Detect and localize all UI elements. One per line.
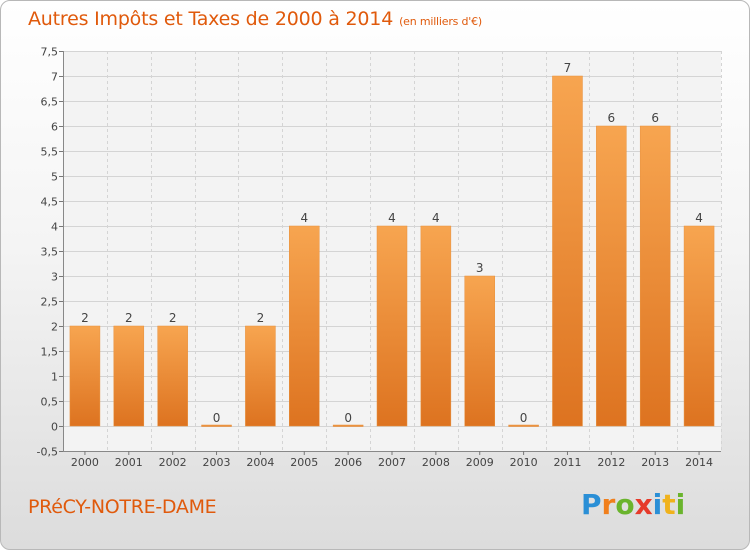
- bar: [508, 424, 539, 427]
- data-label: 2: [125, 311, 133, 325]
- bar: [420, 225, 452, 427]
- x-tick-label: 2006: [334, 456, 362, 469]
- commune-name: PRéCY-NOTRE-DAME: [28, 496, 217, 518]
- data-label: 2: [257, 311, 265, 325]
- bar: [464, 275, 495, 427]
- logo-letter: x: [634, 488, 653, 521]
- y-tick-label: 3,5: [41, 246, 59, 259]
- data-label: 4: [300, 211, 308, 225]
- x-tick-label: 2004: [246, 456, 274, 469]
- bar: [157, 325, 188, 427]
- data-label: 0: [520, 411, 528, 425]
- bar: [332, 424, 364, 427]
- y-tick-label: 0,5: [41, 396, 59, 409]
- x-tick-label: 2002: [159, 456, 187, 469]
- logo-letter: t: [662, 488, 676, 521]
- data-label: 4: [695, 211, 703, 225]
- bar: [245, 325, 276, 427]
- bar: [289, 225, 320, 427]
- x-tick-label: 2014: [685, 456, 713, 469]
- bar: [683, 225, 715, 427]
- bar: [596, 125, 627, 427]
- bar: [69, 325, 101, 427]
- data-label: 6: [651, 111, 659, 125]
- bar: [113, 325, 145, 427]
- x-tick-label: 2010: [510, 456, 538, 469]
- x-tick-label: 2009: [466, 456, 494, 469]
- data-label: 2: [169, 311, 177, 325]
- data-label: 4: [388, 211, 396, 225]
- bar: [201, 424, 232, 427]
- y-tick-label: 5: [51, 171, 58, 184]
- data-label: 7: [564, 61, 572, 75]
- x-tick-label: 2013: [641, 456, 669, 469]
- y-tick-label: 4: [51, 221, 58, 234]
- chart-unit: (en milliers d'€): [399, 15, 482, 28]
- chart-title-text: Autres Impôts et Taxes de 2000 à 2014: [28, 8, 394, 30]
- bar: [552, 75, 583, 427]
- proxiti-logo: Proxiti: [581, 488, 685, 521]
- y-tick-label: 3: [51, 271, 58, 284]
- data-label: 0: [213, 411, 221, 425]
- logo-letter: P: [581, 488, 602, 521]
- y-tick-label: 7: [51, 71, 58, 84]
- y-tick-label: 6: [51, 121, 58, 134]
- data-label: 4: [432, 211, 440, 225]
- data-label: 2: [81, 311, 89, 325]
- y-tick-label: 2,5: [41, 296, 59, 309]
- chart-title: Autres Impôts et Taxes de 2000 à 2014 (en…: [28, 8, 482, 30]
- y-tick-label: 2: [51, 321, 58, 334]
- y-tick-label: 1,5: [41, 346, 59, 359]
- y-tick-label: 1: [51, 371, 58, 384]
- logo-letter: o: [615, 488, 635, 521]
- bar: [376, 225, 408, 427]
- y-tick-label: 5,5: [41, 146, 59, 159]
- y-tick-label: -0,5: [37, 446, 58, 459]
- x-tick-label: 2000: [71, 456, 99, 469]
- x-tick-label: 2008: [422, 456, 450, 469]
- x-tick-label: 2005: [290, 456, 318, 469]
- bar: [639, 125, 671, 427]
- logo-letter: i: [652, 488, 663, 521]
- logo-letter: i: [675, 488, 686, 521]
- x-tick-label: 2007: [378, 456, 406, 469]
- x-tick-label: 2001: [115, 456, 143, 469]
- data-label: 6: [608, 111, 616, 125]
- data-label: 3: [476, 261, 484, 275]
- y-tick-label: 7,5: [41, 46, 59, 59]
- y-tick-label: 6,5: [41, 96, 59, 109]
- data-label: 0: [344, 411, 352, 425]
- x-tick-label: 2003: [203, 456, 231, 469]
- x-tick-label: 2012: [597, 456, 625, 469]
- y-tick-label: 0: [51, 421, 58, 434]
- x-tick-label: 2011: [553, 456, 581, 469]
- y-tick-label: 4,5: [41, 196, 59, 209]
- logo-letter: r: [601, 488, 616, 521]
